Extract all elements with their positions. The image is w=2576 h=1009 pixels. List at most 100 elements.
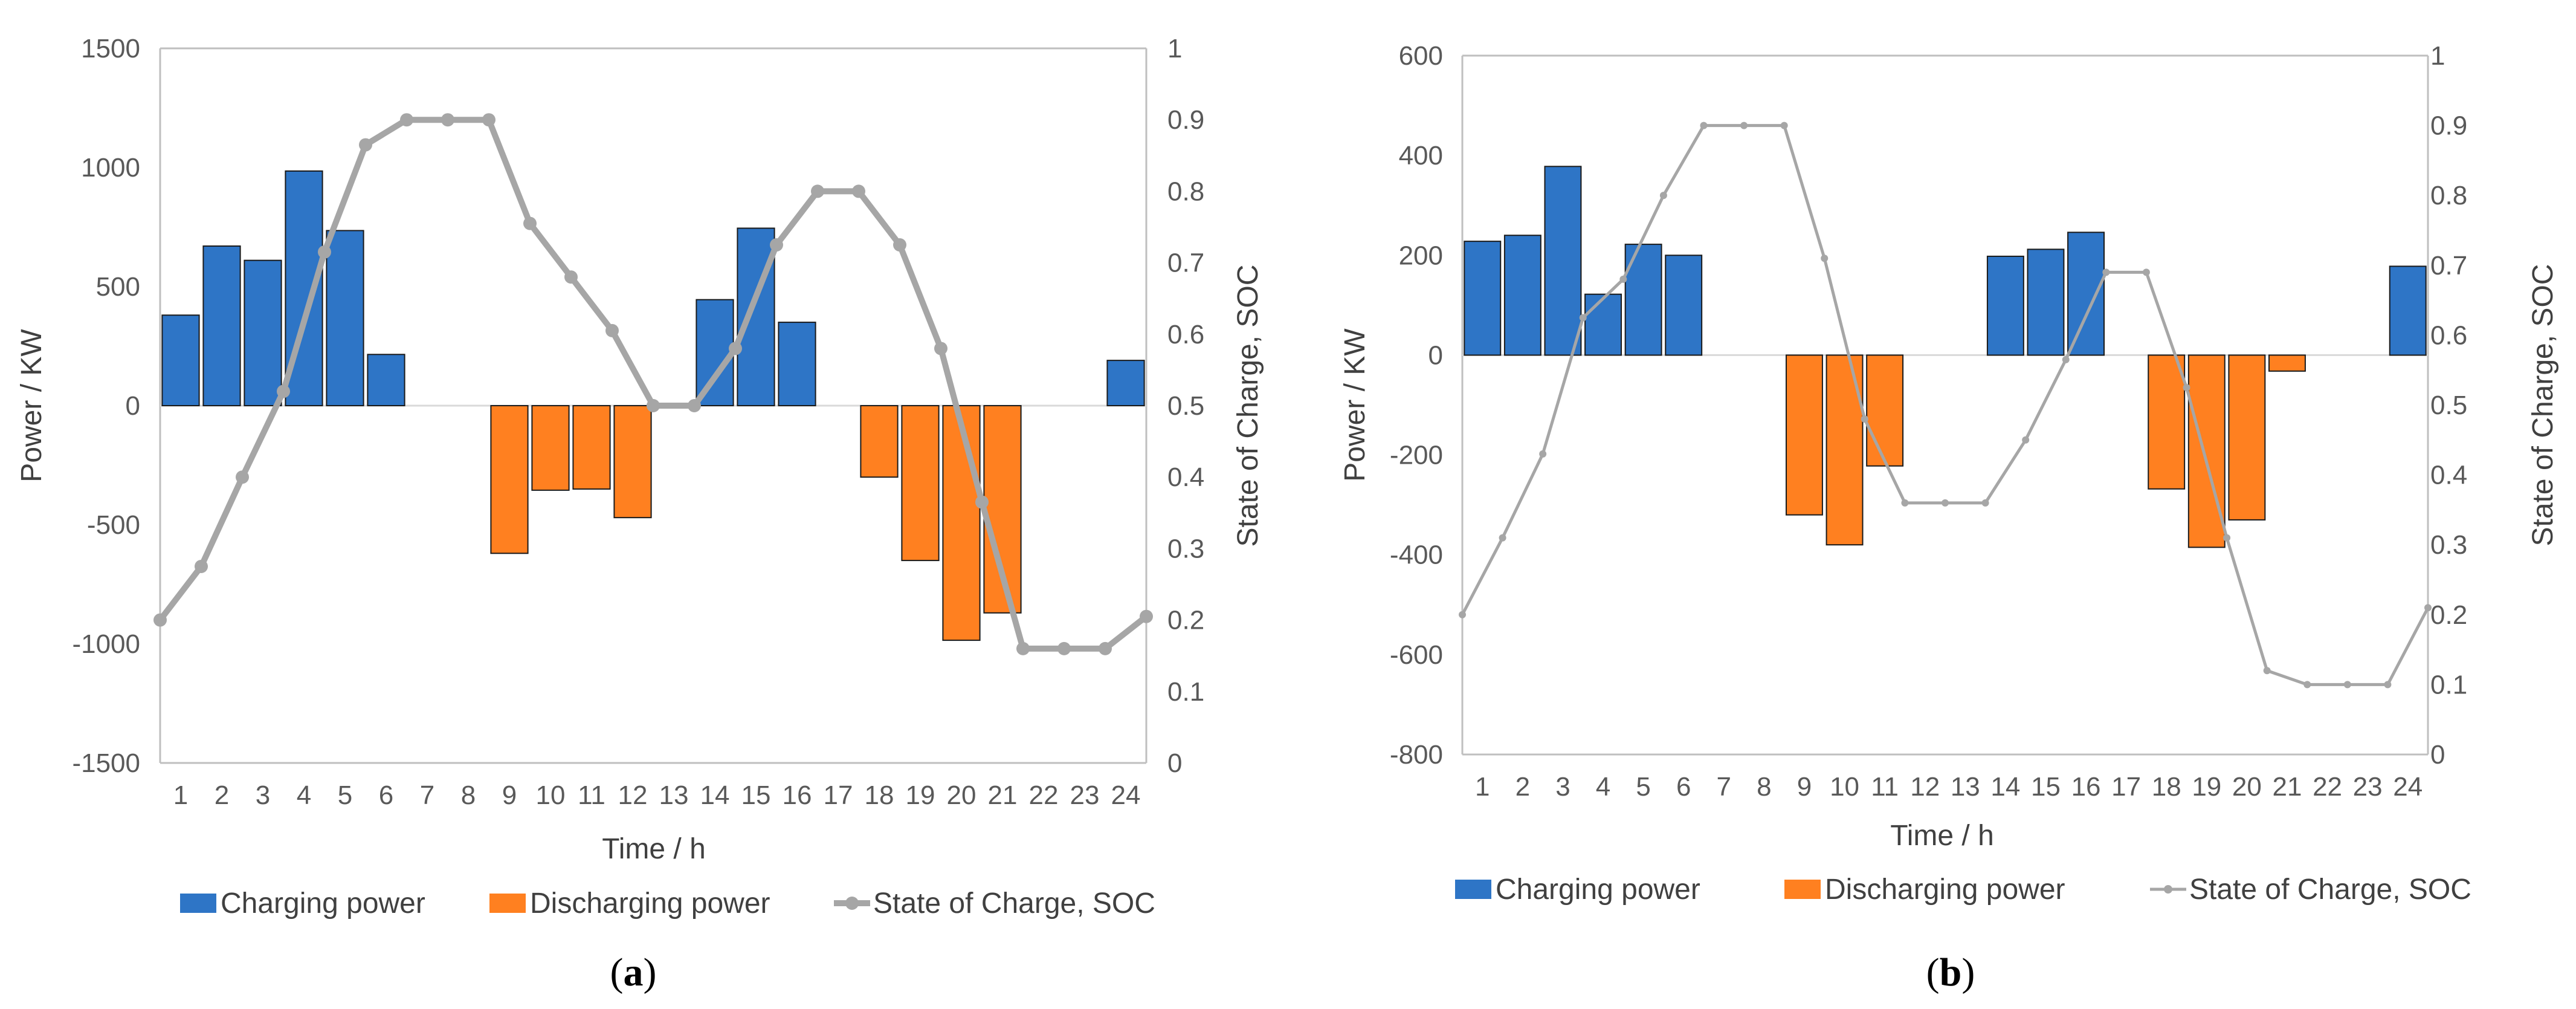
panel-b-label: (b) [1926, 950, 1975, 994]
discharging-bar [613, 405, 652, 519]
soc-point [482, 113, 496, 127]
panel-a-letter: a [624, 950, 644, 994]
x-tick-label: 4 [1596, 772, 1610, 802]
x-tick-label: 11 [1871, 772, 1899, 802]
x-tick-label: 1 [173, 780, 188, 810]
x-tick-label: 10 [1830, 772, 1859, 802]
soc-point [2263, 667, 2271, 675]
y-tick-label: -1500 [72, 748, 140, 778]
x-tick-label: 7 [420, 780, 434, 810]
soc-point [564, 270, 578, 284]
discharging-bar [1866, 354, 1904, 467]
charging-bar [2389, 265, 2427, 356]
x-tick-label: 22 [1029, 780, 1059, 810]
y2-tick-label: 0.3 [2430, 530, 2467, 560]
y-tick-label: 0 [126, 391, 140, 421]
y2-tick-label: 0.9 [1167, 105, 1204, 135]
soc-point [770, 238, 783, 252]
y-tick-label: 1500 [81, 34, 140, 63]
charging-bar [1464, 241, 1502, 356]
soc-point [1780, 122, 1788, 129]
y2-tick-label: 0.5 [2430, 391, 2467, 420]
legend-a-discharging-swatch [489, 894, 526, 913]
panel-a-label: (a) [610, 950, 657, 994]
x-tick-label: 14 [700, 780, 730, 810]
soc-point [1901, 499, 1909, 507]
legend-a-discharging-label: Discharging power [530, 887, 770, 920]
x-tick-label: 24 [1111, 780, 1141, 810]
legend-b-charging-swatch [1455, 880, 1491, 899]
y2-axis-title: State of Charge, SOC [2527, 264, 2559, 547]
soc-point [688, 399, 701, 412]
discharging-bar [2148, 354, 2186, 490]
x-tick-label: 4 [297, 780, 311, 810]
x-tick-label: 17 [824, 780, 853, 810]
x-tick-label: 23 [2353, 772, 2383, 802]
x-tick-label: 13 [659, 780, 689, 810]
soc-point [893, 238, 906, 252]
x-tick-label: 6 [1676, 772, 1691, 802]
soc-point [400, 113, 413, 127]
charging-bar [737, 227, 775, 406]
y-tick-label: 600 [1399, 41, 1443, 71]
x-tick-label: 21 [2272, 772, 2302, 802]
x-tick-label: 16 [783, 780, 812, 810]
soc-point [236, 470, 249, 484]
soc-point [1140, 609, 1153, 623]
x-tick-label: 8 [461, 780, 476, 810]
y2-tick-label: 0.6 [2430, 320, 2467, 350]
soc-point [1740, 122, 1748, 129]
discharging-bar [942, 405, 981, 641]
x-tick-label: 24 [2393, 772, 2423, 802]
x-tick-label: 7 [1717, 772, 1731, 802]
y2-tick-label: 0.8 [1167, 177, 1204, 206]
x-tick-label: 16 [2071, 772, 2101, 802]
y2-tick-label: 0.2 [1167, 606, 1204, 635]
x-tick-label: 8 [1757, 772, 1771, 802]
discharging-bar [901, 405, 940, 562]
y2-tick-label: 0.2 [2430, 600, 2467, 630]
charging-bar [2067, 232, 2105, 356]
y-tick-label: 400 [1399, 141, 1443, 170]
x-tick-label: 10 [536, 780, 566, 810]
x-tick-label: 23 [1070, 780, 1100, 810]
charging-bar [1503, 235, 1541, 356]
x-tick-label: 22 [2313, 772, 2342, 802]
legend-a-soc-marker [845, 897, 859, 910]
x-tick-label: 14 [1990, 772, 2020, 802]
soc-point [359, 138, 372, 152]
soc-point [2424, 604, 2432, 612]
y2-tick-label: 0.3 [1167, 534, 1204, 563]
soc-point [1099, 641, 1112, 655]
y-axis-title: Power / KW [16, 329, 48, 482]
x-tick-label: 18 [865, 780, 894, 810]
x-tick-label: 5 [338, 780, 352, 810]
discharging-bar [490, 405, 529, 554]
soc-point [975, 495, 989, 509]
soc-point [852, 184, 865, 198]
y2-tick-label: 0.4 [2430, 461, 2467, 490]
y2-tick-label: 1 [1167, 34, 1182, 63]
legend-b-discharging-label: Discharging power [1825, 874, 2065, 906]
x-tick-label: 2 [1516, 772, 1530, 802]
soc-point [1659, 192, 1667, 200]
x-tick-label: 12 [1910, 772, 1940, 802]
x-tick-label: 9 [502, 780, 517, 810]
soc-point [2022, 436, 2030, 444]
soc-point [2062, 355, 2070, 363]
legend-a-charging-swatch [180, 894, 216, 913]
charging-bar [202, 245, 241, 406]
soc-point [647, 399, 660, 412]
legend-b-charging-label: Charging power [1496, 874, 1700, 906]
soc-point [2183, 384, 2190, 392]
y-tick-label: -400 [1390, 540, 1443, 570]
y2-tick-label: 0.7 [1167, 248, 1204, 278]
x-axis-title: Time / h [1890, 820, 1994, 852]
y2-tick-label: 0 [1167, 748, 1182, 778]
charging-bar [367, 354, 405, 406]
charging-bar [161, 314, 200, 407]
y-tick-label: 500 [96, 272, 140, 302]
x-tick-label: 20 [2232, 772, 2262, 802]
charging-bar [778, 322, 816, 406]
